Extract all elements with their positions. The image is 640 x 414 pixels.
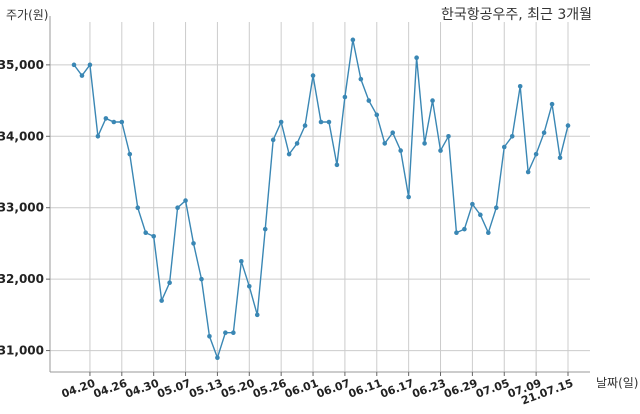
data-point — [541, 130, 547, 136]
data-point — [414, 55, 419, 61]
y-axis-label: 주가(원) — [6, 8, 49, 22]
data-point — [87, 62, 93, 68]
axes — [49, 16, 590, 373]
data-point — [215, 355, 220, 361]
data-point — [167, 280, 172, 286]
data-point — [374, 112, 380, 118]
data-point — [294, 141, 300, 146]
data-point — [270, 137, 276, 143]
data-point — [103, 116, 109, 121]
data-point — [143, 230, 149, 236]
data-point — [111, 119, 117, 125]
data-point — [95, 133, 101, 139]
data-point — [446, 133, 451, 139]
data-point — [79, 73, 85, 78]
data-point — [151, 233, 156, 239]
y-tick-label: 34,000 — [0, 129, 44, 143]
data-point — [159, 298, 164, 303]
data-point — [302, 123, 308, 128]
data-point — [246, 283, 252, 289]
data-point — [501, 144, 507, 150]
data-point — [382, 141, 388, 146]
data-point — [223, 330, 228, 336]
data-point — [509, 133, 515, 139]
x-ticks: 04.2004.2604.3005.0705.1305.2005.2606.01… — [60, 372, 575, 407]
data-point — [406, 194, 411, 200]
data-point — [478, 212, 483, 218]
data-point — [231, 330, 236, 336]
chart-title: 한국항공우주, 최근 3개월 — [440, 7, 592, 23]
data-point — [119, 119, 125, 125]
data-point — [207, 333, 212, 339]
data-point — [533, 151, 539, 157]
data-point — [486, 230, 491, 236]
x-axis-label: 날짜(일) — [596, 376, 639, 390]
data-point — [127, 151, 133, 157]
data-point — [366, 98, 372, 103]
data-point — [326, 119, 332, 125]
y-tick-label: 35,000 — [0, 58, 44, 72]
data-point — [430, 98, 435, 103]
data-point — [565, 123, 571, 128]
data-point — [199, 276, 204, 282]
price-line — [73, 39, 569, 360]
y-tick-label: 31,000 — [0, 344, 44, 358]
data-point — [183, 198, 188, 203]
data-point — [462, 226, 467, 232]
data-point — [278, 119, 284, 125]
data-point — [470, 201, 475, 207]
data-point — [239, 258, 244, 264]
y-ticks: 31,000 32,000 33,000 34,000 35,000 — [0, 58, 50, 358]
data-point — [398, 148, 403, 153]
y-tick-label: 33,000 — [0, 201, 44, 215]
data-point — [438, 148, 443, 153]
data-point — [71, 62, 77, 68]
data-point — [135, 205, 141, 211]
data-point — [262, 226, 268, 232]
data-point — [358, 76, 364, 82]
data-point — [191, 241, 196, 246]
data-point — [342, 94, 348, 100]
data-point — [310, 73, 316, 78]
data-points — [71, 37, 571, 361]
y-tick-label: 32,000 — [0, 272, 44, 286]
data-point — [422, 141, 427, 146]
data-point — [175, 205, 180, 211]
grid — [50, 22, 590, 372]
data-point — [517, 83, 523, 89]
data-point — [493, 205, 499, 211]
data-point — [286, 151, 292, 157]
data-point — [557, 155, 563, 161]
data-point — [254, 312, 260, 318]
data-point — [525, 169, 531, 175]
data-point — [334, 162, 340, 168]
data-point — [454, 230, 459, 236]
data-point — [390, 130, 396, 136]
data-point — [549, 101, 555, 107]
data-point — [350, 37, 356, 43]
data-point — [318, 119, 324, 125]
